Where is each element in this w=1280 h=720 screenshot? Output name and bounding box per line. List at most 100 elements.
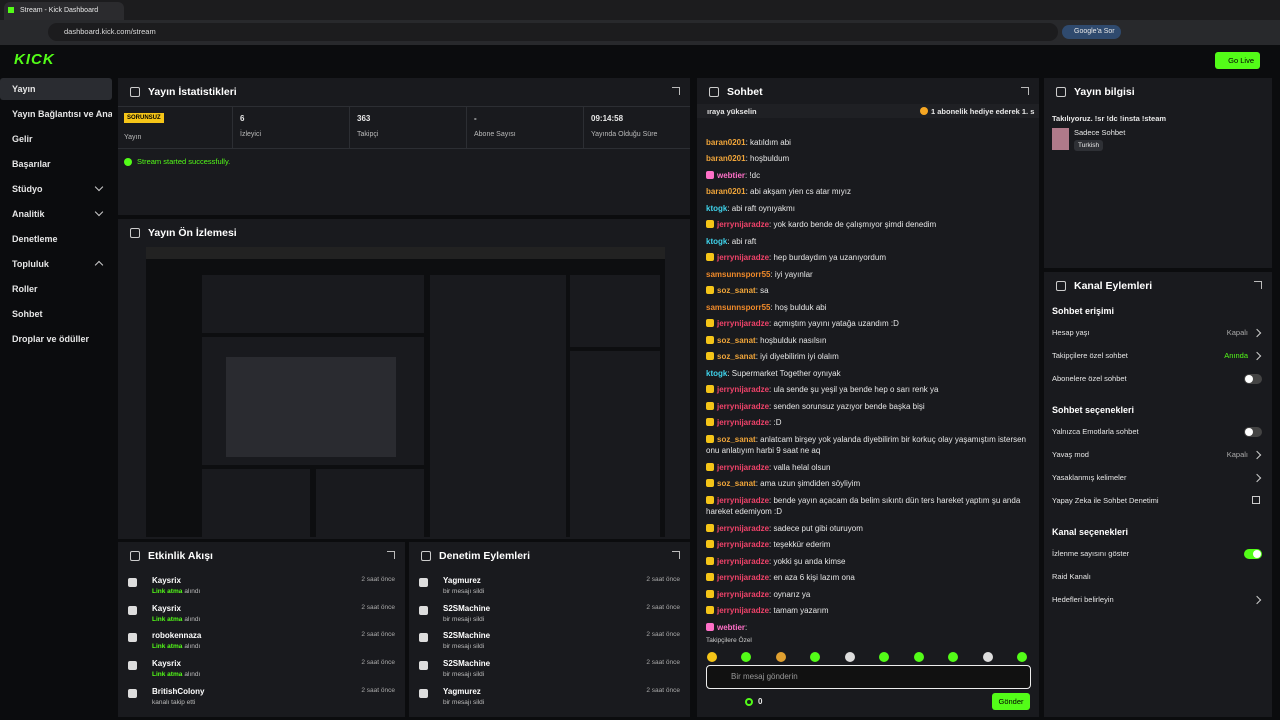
action-label: Raid Kanalı xyxy=(1052,572,1091,581)
chat-message: jerrynijaradze: ula sende şu yeşil ya be… xyxy=(706,382,1030,399)
action-row[interactable]: Abonelere özel sohbet xyxy=(1052,374,1262,390)
chat-user[interactable]: ktogk xyxy=(706,203,728,213)
chat-user[interactable]: jerrynijaradze xyxy=(717,401,770,411)
divider xyxy=(466,106,467,148)
chat-message: baran0201: hoşbuldum xyxy=(706,151,1030,168)
chat-user[interactable]: jerrynijaradze xyxy=(717,418,770,427)
chat-user[interactable]: baran0201 xyxy=(706,154,746,163)
stat-value: 09:14:58 xyxy=(591,114,624,123)
emote[interactable] xyxy=(707,652,717,662)
action-row[interactable]: Takipçilere özel sohbet Anında xyxy=(1052,351,1262,367)
action-row[interactable]: Yalnızca Emotlarla sohbet xyxy=(1052,427,1262,443)
emote[interactable] xyxy=(844,652,855,662)
nav-item[interactable]: Analitik xyxy=(0,203,112,225)
panel-title: Yayın bilgisi xyxy=(1074,86,1135,98)
emote[interactable] xyxy=(1016,652,1027,662)
nav-item[interactable]: Yayın Bağlantısı ve Anahtarı xyxy=(0,103,112,125)
chat-user[interactable]: ktogk xyxy=(706,236,728,246)
panel-title: Etkinlik Akışı xyxy=(148,550,213,562)
chat-text: : ula sende şu yeşil ya bende hep o sarı… xyxy=(769,385,939,394)
nav-item[interactable]: Stüdyo xyxy=(0,178,112,200)
chat-user[interactable]: samsunnsporr55 xyxy=(706,269,771,279)
chat-user[interactable]: baran0201 xyxy=(706,187,746,196)
expand-icon[interactable] xyxy=(1254,281,1262,289)
nav-item[interactable]: Droplar ve ödüller xyxy=(0,328,112,350)
toggle[interactable] xyxy=(1244,549,1262,559)
expand-icon[interactable] xyxy=(387,551,395,559)
logo[interactable]: KICK xyxy=(14,51,55,68)
status-label: Yayın xyxy=(124,134,142,141)
nav-item[interactable]: Başarılar xyxy=(0,153,112,175)
emote[interactable] xyxy=(741,652,752,662)
chat-user[interactable]: jerrynijaradze xyxy=(717,462,770,472)
action-row[interactable]: İzlenme sayısını göster xyxy=(1052,549,1262,565)
action-label: Takipçilere özel sohbet xyxy=(1052,351,1128,360)
chat-user[interactable]: samsunnsporr55 xyxy=(706,302,771,312)
nav-item[interactable]: Yayın xyxy=(0,78,112,100)
chat-text: : abi raft oynıyakmı xyxy=(727,203,795,213)
chat-user[interactable]: soz_sanat xyxy=(717,479,756,488)
item-icon xyxy=(128,661,137,671)
chat-user[interactable]: jerrynijaradze xyxy=(717,220,770,229)
preview-block xyxy=(570,275,660,347)
action-row[interactable]: Hedefleri belirleyin xyxy=(1052,595,1262,611)
chat-user[interactable]: soz_sanat xyxy=(717,352,756,361)
nav-label: Yayın Bağlantısı ve Anahtarı xyxy=(12,109,112,119)
action-row[interactable]: Yavaş mod Kapalı xyxy=(1052,450,1262,466)
chat-user[interactable]: webtier xyxy=(717,622,746,632)
expand-icon[interactable] xyxy=(672,87,680,95)
toggle[interactable] xyxy=(1244,374,1262,384)
chat-user[interactable]: jerrynijaradze xyxy=(717,385,770,394)
emote[interactable] xyxy=(879,652,890,662)
emote[interactable] xyxy=(775,652,786,662)
chat-user[interactable]: ktogk xyxy=(706,368,728,378)
chat-user[interactable]: soz_sanat xyxy=(717,286,756,295)
nav-item[interactable]: Topluluk xyxy=(0,253,112,275)
toggle[interactable] xyxy=(1244,427,1262,437)
chat-user[interactable]: jerrynijaradze xyxy=(717,495,770,505)
chat-user[interactable]: jerrynijaradze xyxy=(717,523,770,533)
channel-actions-panel: Kanal Eylemleri Sohbet erişimi Hesap yaşı… xyxy=(1044,272,1272,717)
nav-item[interactable]: Sohbet xyxy=(0,303,112,325)
action-row[interactable]: Hesap yaşı Kapalı xyxy=(1052,328,1262,344)
expand-icon[interactable] xyxy=(672,551,680,559)
nav-item[interactable]: Gelir xyxy=(0,128,112,150)
emote[interactable] xyxy=(913,652,924,662)
nav-item[interactable]: Denetleme xyxy=(0,228,112,250)
chat-user[interactable]: jerrynijaradze xyxy=(717,253,770,262)
chat-user[interactable]: jerrynijaradze xyxy=(717,573,770,582)
action-row[interactable]: Yasaklanmış kelimeler xyxy=(1052,473,1262,489)
emote[interactable] xyxy=(948,652,959,662)
action-label: Yavaş mod xyxy=(1052,450,1089,459)
chat-user[interactable]: jerrynijaradze xyxy=(717,606,770,615)
chat-user[interactable]: soz_sanat xyxy=(717,335,756,345)
url[interactable]: dashboard.kick.com/stream xyxy=(48,23,1058,41)
nav-item[interactable]: Roller xyxy=(0,278,112,300)
send-button[interactable]: Gönder xyxy=(992,693,1030,710)
stat-value: - xyxy=(474,114,477,123)
emote[interactable] xyxy=(810,652,821,662)
stats-panel: Yayın İstatistikleri SORUNSUZ Yayın Stre… xyxy=(118,78,690,215)
chat-user[interactable]: soz_sanat xyxy=(717,434,756,444)
badge xyxy=(706,589,714,598)
chat-user[interactable]: jerrynijaradze xyxy=(717,556,770,566)
chat-message: webtier: xyxy=(706,619,1030,634)
chat-user[interactable]: baran0201 xyxy=(706,137,746,147)
action-row[interactable]: Yapay Zeka ile Sohbet Denetimi xyxy=(1052,496,1262,512)
followers-only-label: Takipçilere Özel xyxy=(706,637,752,644)
tab[interactable]: Stream - Kick Dashboard xyxy=(4,2,124,20)
chat-user[interactable]: jerrynijaradze xyxy=(717,319,770,328)
chat-user[interactable]: webtier xyxy=(717,170,746,180)
go-live-button[interactable]: Go Live xyxy=(1215,52,1260,69)
chat-input[interactable]: Bir mesaj gönderin xyxy=(706,665,1031,689)
action: bir mesajı sildi xyxy=(443,643,485,651)
stat-label: Abone Sayısı xyxy=(474,131,516,138)
panel-header: Denetim Eylemleri xyxy=(421,550,530,562)
assistant-button[interactable]: Google'a Sor xyxy=(1062,25,1121,39)
expand-icon[interactable] xyxy=(1021,87,1029,95)
badge xyxy=(706,385,714,393)
emote[interactable] xyxy=(982,652,993,662)
chat-message: soz_sanat: iyi diyebilirim iyi olalım xyxy=(706,349,1030,366)
chat-user[interactable]: jerrynijaradze xyxy=(717,589,770,599)
chat-user[interactable]: jerrynijaradze xyxy=(717,540,770,549)
